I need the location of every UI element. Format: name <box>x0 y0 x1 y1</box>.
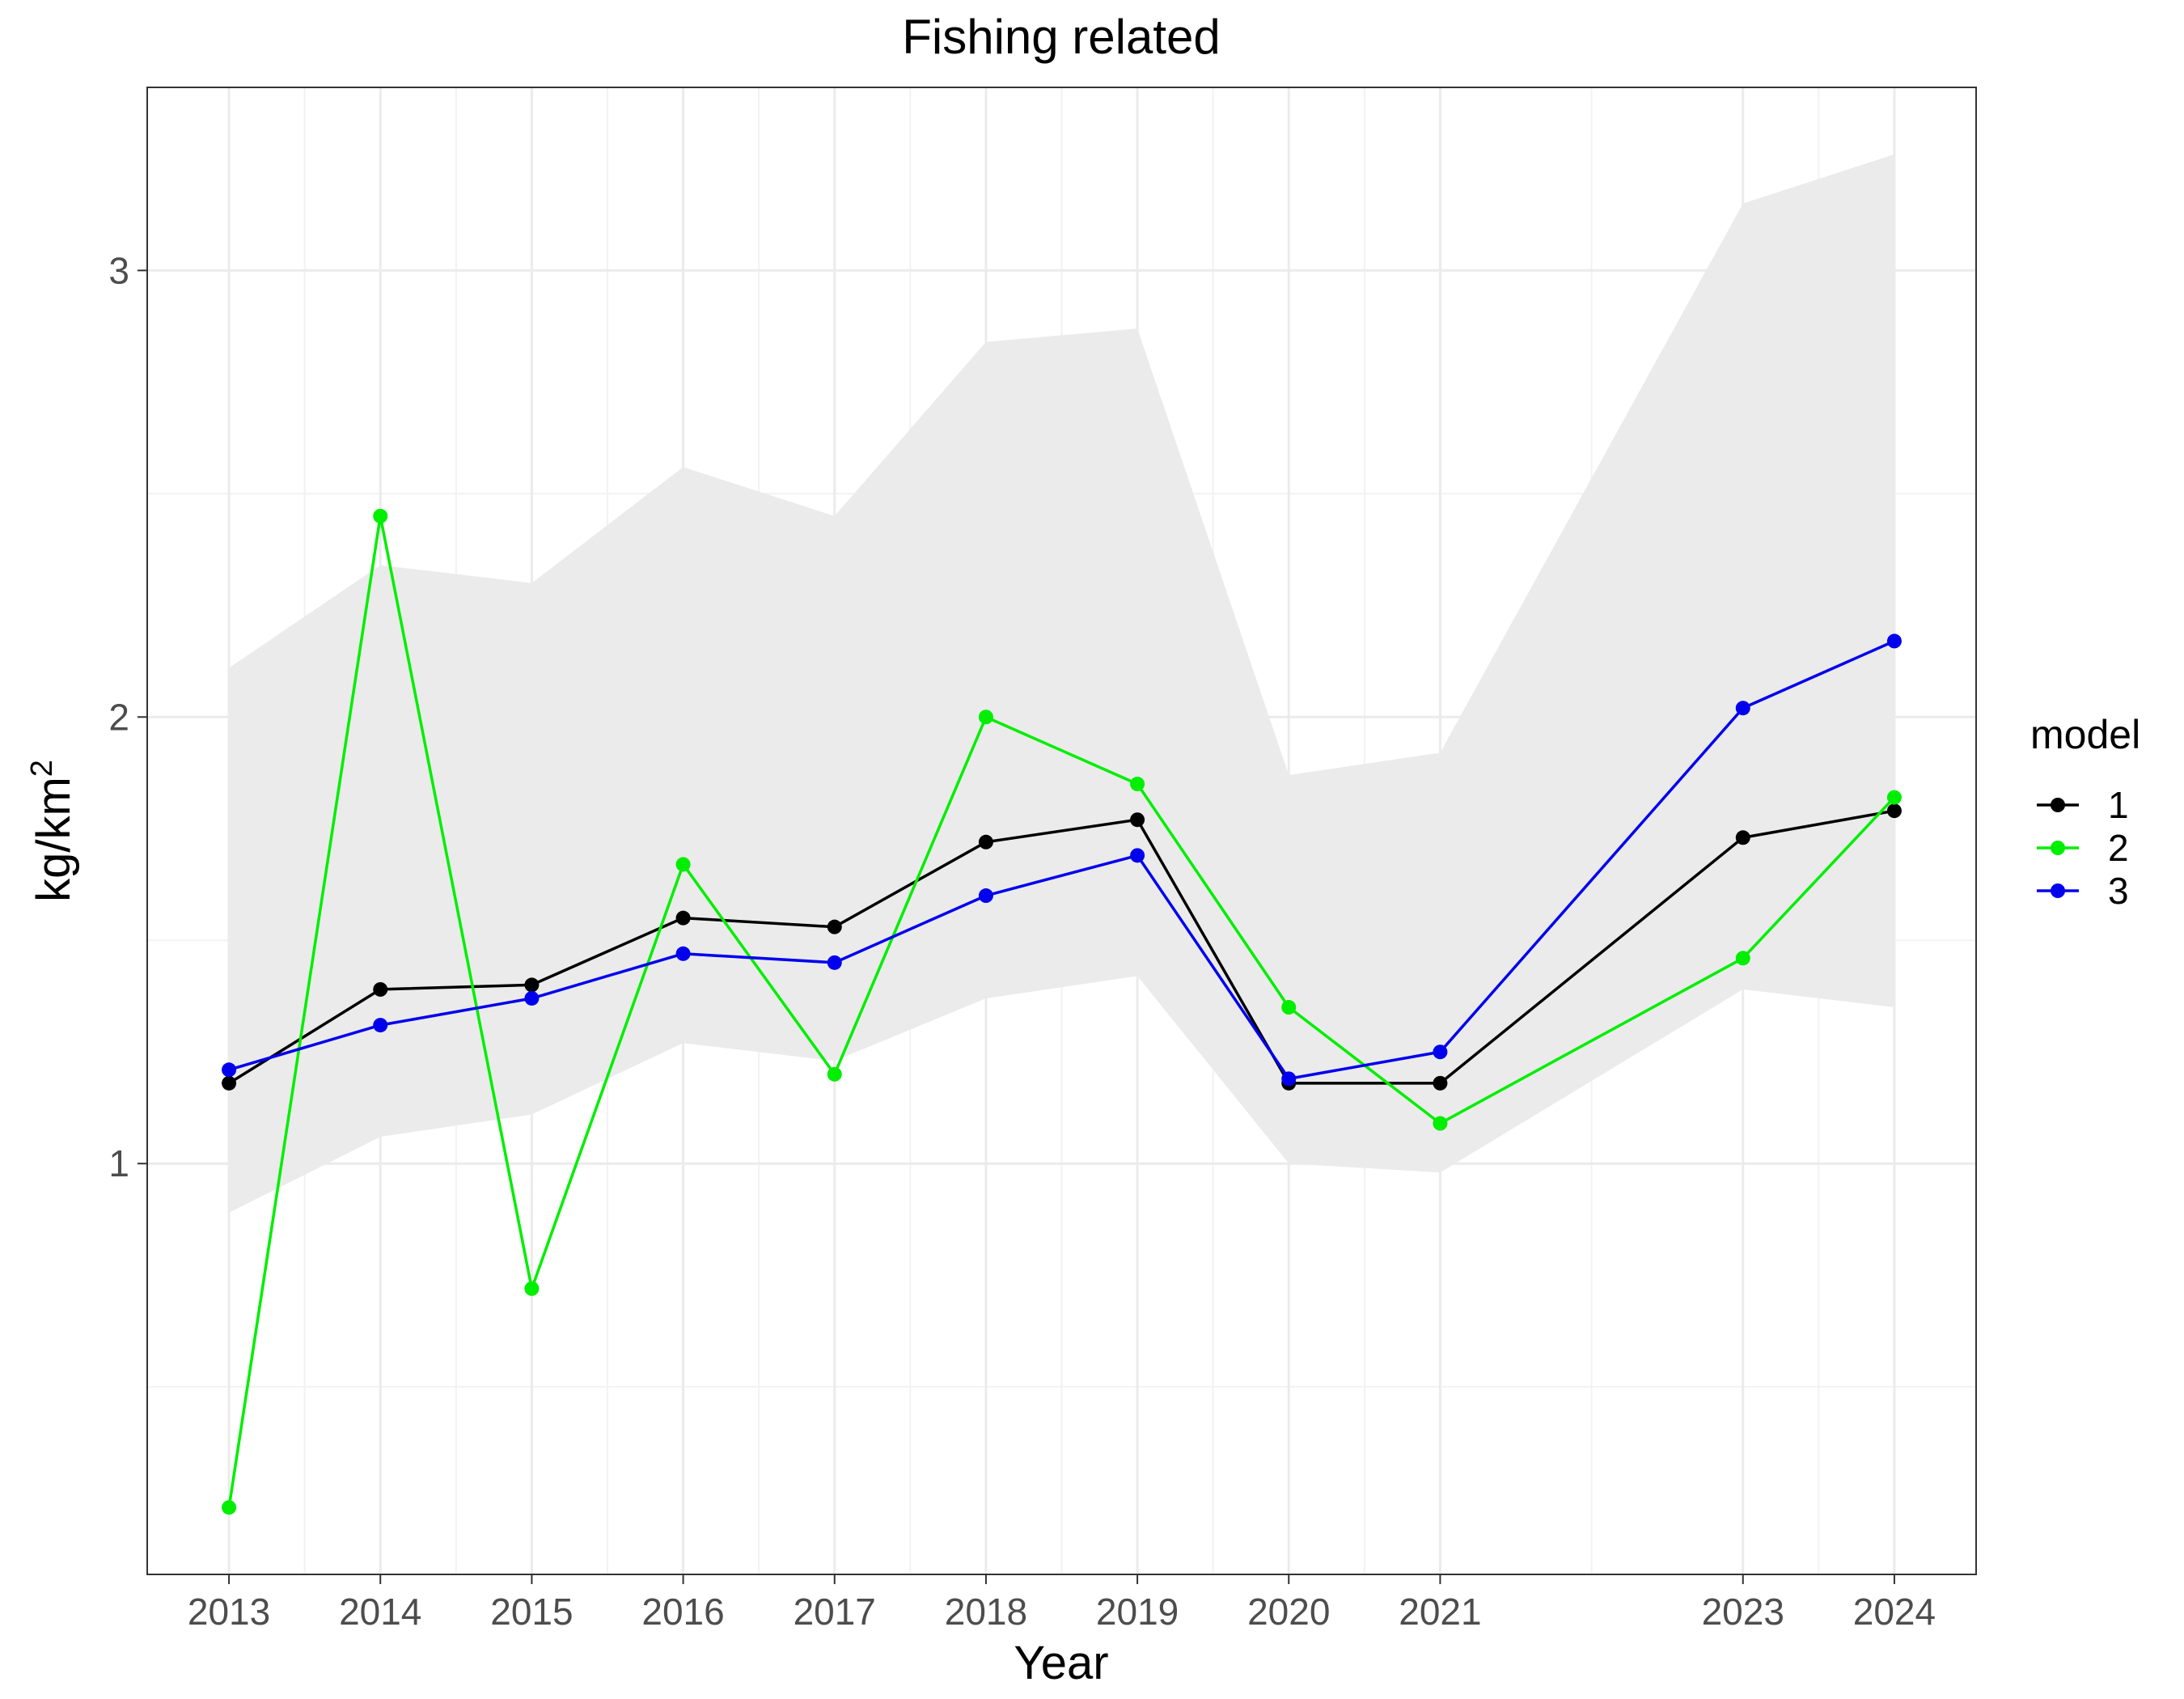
series-1-point <box>1886 803 1902 819</box>
legend: model 123 <box>2030 712 2140 912</box>
y-axis-title-superscript: 2 <box>25 760 59 777</box>
series-3-point <box>1433 1044 1448 1060</box>
y-tick-label: 3 <box>108 249 129 291</box>
series-2-point <box>1433 1116 1448 1131</box>
series-1-point <box>1735 830 1750 845</box>
series-3-point <box>1886 633 1902 649</box>
y-axis: 1 2 3 <box>108 249 147 1184</box>
series-1-point <box>978 834 993 850</box>
series-1-point <box>373 981 388 997</box>
series-2-point <box>1281 1000 1297 1015</box>
legend-key-point <box>2051 798 2065 812</box>
series-3-point <box>222 1062 237 1078</box>
series-1-point <box>675 910 691 926</box>
legend-item-3: 3 <box>2037 870 2129 912</box>
x-tick-label: 2018 <box>945 1591 1027 1633</box>
series-1-point <box>1433 1075 1448 1091</box>
series-3 <box>222 633 1902 1087</box>
x-axis: 2013 2014 2015 2016 2017 2018 2019 2020 2021 2023… <box>188 1574 1936 1633</box>
x-tick-label: 2023 <box>1702 1591 1784 1633</box>
x-tick-label: 2015 <box>490 1591 573 1633</box>
series-3-point <box>524 990 540 1006</box>
series-1-point <box>827 919 842 934</box>
x-tick-label: 2020 <box>1247 1591 1330 1633</box>
y-tick-label: 2 <box>108 696 129 738</box>
series-1-point <box>524 977 540 993</box>
confidence-ribbon <box>229 154 1894 1213</box>
series-2-point <box>675 857 691 872</box>
legend-label: 1 <box>2108 784 2129 826</box>
series-3-point <box>827 955 842 970</box>
series-lines <box>222 508 1902 1515</box>
x-tick-label: 2021 <box>1399 1591 1481 1633</box>
y-tick-label: 1 <box>108 1142 129 1184</box>
series-2-point <box>524 1281 540 1296</box>
legend-title: model <box>2030 712 2140 757</box>
legend-item-2: 2 <box>2037 827 2129 869</box>
x-tick-label: 2013 <box>188 1591 270 1633</box>
x-tick-label: 2016 <box>641 1591 724 1633</box>
x-tick-label: 2017 <box>794 1591 876 1633</box>
series-1-point <box>222 1075 237 1091</box>
series-2-point <box>827 1066 842 1082</box>
series-3-point <box>978 888 993 904</box>
series-3-point <box>1735 701 1750 716</box>
series-1 <box>222 803 1902 1091</box>
series-3-point <box>1130 848 1145 863</box>
x-axis-title: Year <box>1014 1637 1108 1689</box>
legend-label: 2 <box>2108 827 2129 869</box>
y-axis-title: kg/km2 <box>25 760 80 902</box>
series-2-point <box>1130 777 1145 792</box>
x-tick-label: 2019 <box>1096 1591 1179 1633</box>
y-axis-title-base: kg/km <box>28 777 80 902</box>
series-1-point <box>1130 812 1145 828</box>
series-2 <box>222 508 1902 1515</box>
series-2-point <box>1886 790 1902 805</box>
series-2-point <box>373 508 388 523</box>
series-2-point <box>222 1500 237 1515</box>
series-2-point <box>1735 951 1750 966</box>
chart-title: Fishing related <box>902 10 1221 64</box>
series-3-point <box>373 1018 388 1033</box>
series-2-point <box>978 710 993 725</box>
series-3-point <box>675 946 691 961</box>
series-3-point <box>1281 1071 1297 1087</box>
plot-panel-border <box>146 87 1977 1575</box>
legend-key-point <box>2051 841 2065 855</box>
legend-item-1: 1 <box>2037 784 2129 826</box>
legend-key-point <box>2051 883 2065 898</box>
x-tick-label: 2024 <box>1853 1591 1936 1633</box>
x-tick-label: 2014 <box>339 1591 421 1633</box>
legend-label: 3 <box>2108 870 2129 912</box>
